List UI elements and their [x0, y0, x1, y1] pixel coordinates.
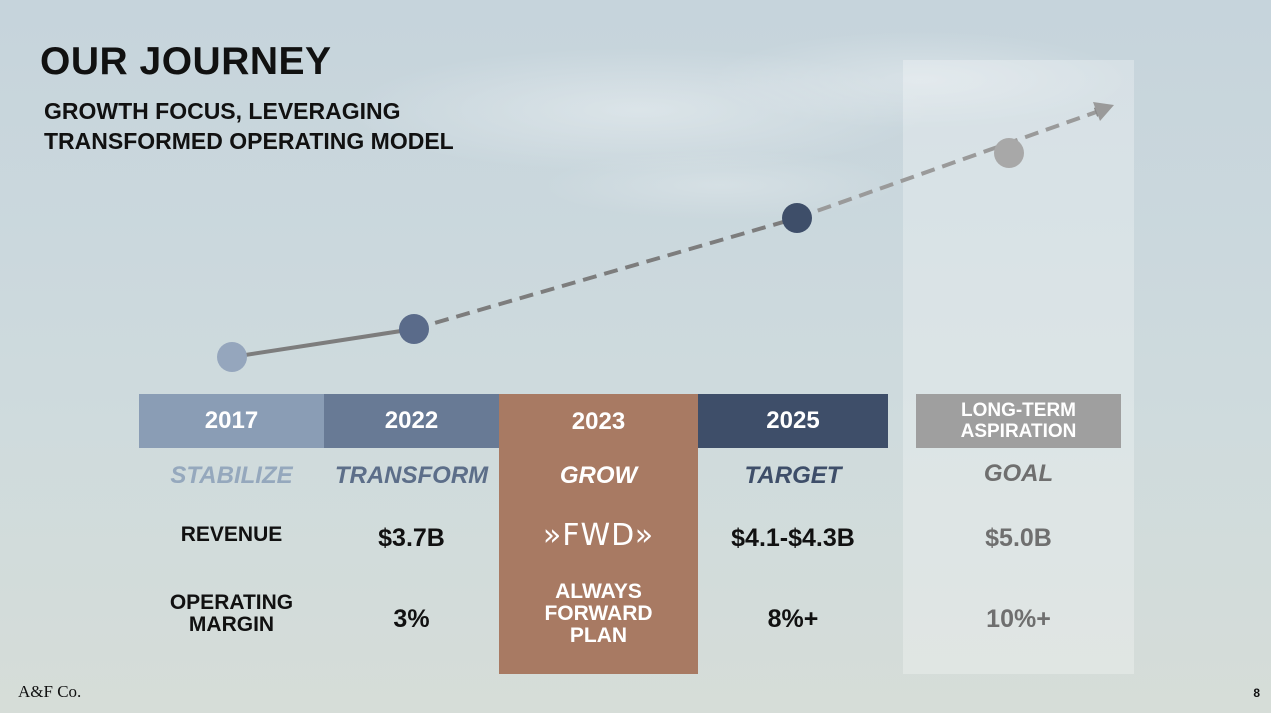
subtitle-line-2: TRANSFORMED OPERATING MODEL — [44, 128, 454, 154]
trend-solid-segment — [231, 327, 415, 359]
year-header-2023: 2023 — [499, 394, 698, 674]
row-label-om-line-1: OPERATING — [169, 591, 294, 614]
plan-line-1: ALWAYS — [555, 580, 642, 603]
fwd-logo: »FWD» — [542, 518, 655, 553]
year-header-2022: 2022 — [324, 394, 499, 448]
row-label-om-line-2: MARGIN — [188, 613, 275, 636]
page-number: 8 — [1253, 686, 1260, 700]
revenue-2022: $3.7B — [378, 524, 445, 552]
arrow-right-icon — [1093, 102, 1114, 121]
operating-margin-long-term: 10%+ — [986, 605, 1051, 633]
trend-dashed-segment-2 — [796, 107, 1105, 220]
operating-margin-2025: 8%+ — [767, 605, 819, 633]
year-header-2025: 2025 — [698, 394, 888, 448]
long-term-label-line-2: ASPIRATION — [960, 421, 1077, 442]
always-forward-plan: ALWAYS FORWARD PLAN — [499, 581, 698, 647]
trend-point-2017 — [217, 342, 247, 372]
trend-point-2022 — [399, 314, 429, 344]
phase-grow: GROW — [559, 462, 638, 489]
page-title: OUR JOURNEY — [40, 40, 332, 83]
phase-goal: GOAL — [983, 460, 1054, 487]
trend-point-2025 — [782, 203, 812, 233]
trend-point-long-term — [994, 138, 1024, 168]
page-subtitle: GROWTH FOCUS, LEVERAGING TRANSFORMED OPE… — [44, 96, 454, 156]
revenue-long-term: $5.0B — [985, 524, 1052, 552]
plan-line-2: FORWARD — [544, 602, 653, 625]
phase-transform: TRANSFORM — [334, 462, 489, 489]
company-logo: A&F Co. — [18, 682, 82, 701]
row-label-operating-margin: OPERATING MARGIN — [139, 592, 324, 636]
year-header-long-term: LONG-TERM ASPIRATION — [916, 394, 1121, 448]
revenue-2025: $4.1-$4.3B — [731, 524, 855, 552]
operating-margin-2022: 3% — [393, 605, 430, 633]
row-label-revenue: REVENUE — [180, 523, 283, 546]
long-term-label-line-1: LONG-TERM — [960, 400, 1077, 421]
phase-stabilize: STABILIZE — [170, 462, 293, 489]
plan-line-3: PLAN — [569, 624, 628, 647]
trend-dashed-segment-1 — [413, 216, 798, 331]
subtitle-line-1: GROWTH FOCUS, LEVERAGING — [44, 98, 401, 124]
phase-target: TARGET — [744, 462, 842, 489]
year-header-2017: 2017 — [139, 394, 324, 448]
